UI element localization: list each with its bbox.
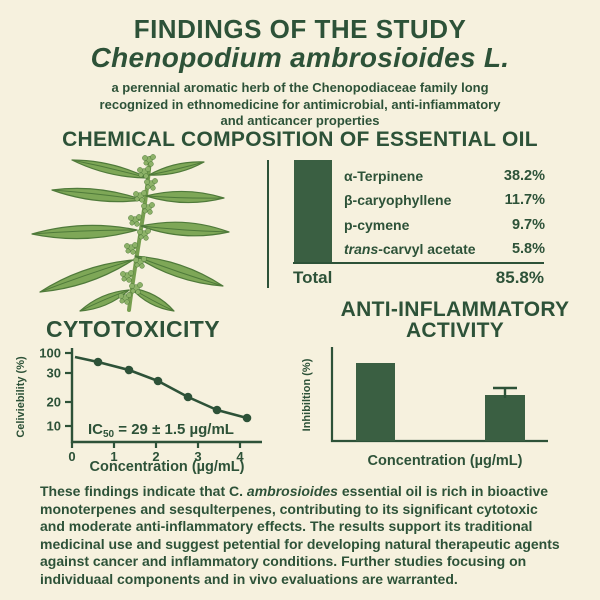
species-name: Chenopodium ambrosioides L. <box>90 42 510 73</box>
svg-text:Celiviebility (%): Celiviebility (%) <box>15 356 27 438</box>
description-line: a perennial aromatic herb of the Chenopo… <box>111 80 489 95</box>
svg-text:20: 20 <box>47 395 61 410</box>
composition-heading: CHEMICAL COMPOSITION OF ESSENTIAL OIL <box>62 128 538 151</box>
cytotoxicity-heading: CYTOTOXICITY <box>46 316 220 342</box>
table-row: α-Terpinene 38.2% <box>344 164 545 188</box>
anti-inflammatory-bar-chart: Inhibiltion (%) Concentration (µg/mL) <box>301 347 548 469</box>
component-name: α-Terpinene <box>344 168 424 185</box>
description-line: and anticancer properties <box>220 113 380 128</box>
svg-text:Concentration (µg/mL): Concentration (µg/mL) <box>368 453 523 469</box>
svg-text:0: 0 <box>68 449 75 464</box>
description-line: recognized in ethnomedicine for antimicr… <box>99 96 501 112</box>
conclusion-text: These findings indicate that C. <box>40 483 247 499</box>
species-description: a perennial aromatic herb of the Chenopo… <box>40 80 560 130</box>
page-title: FINDINGS OF THE STUDY <box>133 14 467 44</box>
svg-text:1: 1 <box>110 449 117 464</box>
svg-text:Concentration (µg/mL): Concentration (µg/mL) <box>90 459 245 475</box>
plant-illustration <box>31 154 230 312</box>
composition-color-bar <box>294 160 332 262</box>
component-value: 11.7% <box>504 192 545 209</box>
conclusion-paragraph: These findings indicate that C. ambrosio… <box>40 483 560 588</box>
svg-text:10: 10 <box>47 419 61 434</box>
table-row: β-caryophyllene 11.7% <box>344 188 545 212</box>
table-row: trans-carvyl acetate 5.8% <box>344 237 545 261</box>
total-row: Total 85.8% <box>293 268 544 288</box>
divider-line <box>267 160 269 288</box>
component-name: trans-carvyl acetate <box>344 241 476 258</box>
svg-text:Inhibiltion (%): Inhibiltion (%) <box>301 358 313 431</box>
svg-text:2: 2 <box>152 449 159 464</box>
svg-text:4: 4 <box>236 449 244 464</box>
svg-text:3: 3 <box>194 449 201 464</box>
species-italic: ambrosioides <box>246 483 338 499</box>
total-separator-line <box>293 262 544 264</box>
component-name: β-caryophyllene <box>344 192 452 209</box>
total-value: 85.8% <box>495 268 544 287</box>
svg-text:30: 30 <box>47 366 61 381</box>
component-value: 9.7% <box>511 216 545 233</box>
svg-text:100: 100 <box>39 346 61 361</box>
conclusion-text: essential oil is rich in bioactive monot… <box>40 483 560 587</box>
svg-text:IC50 = 29 ± 1.5 µg/mL: IC50 = 29 ± 1.5 µg/mL <box>88 421 234 440</box>
table-row: p-cymene 9.7% <box>344 213 545 237</box>
component-value: 5.8% <box>511 241 545 258</box>
anti-inflammatory-heading: ANTI-INFLAMMATORY ACTIVITY <box>340 298 570 342</box>
component-name: p-cymene <box>344 216 410 233</box>
total-label: Total <box>293 268 333 287</box>
composition-table: α-Terpinene 38.2% β-caryophyllene 11.7% … <box>344 164 545 261</box>
component-value: 38.2% <box>503 168 545 185</box>
